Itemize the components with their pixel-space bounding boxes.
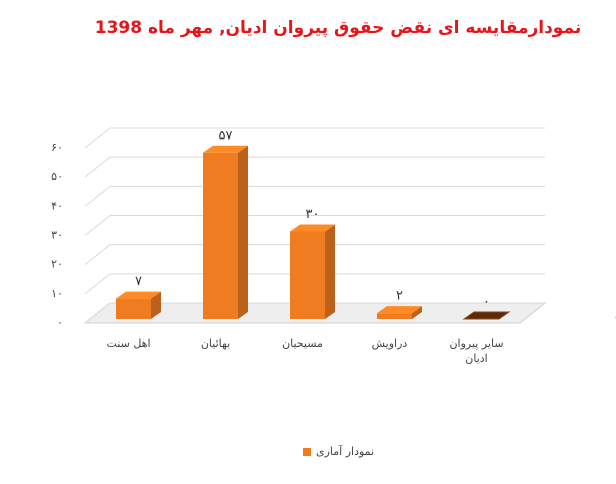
legend-swatch xyxy=(303,448,311,456)
data-label: ۷ xyxy=(135,274,142,289)
bar xyxy=(116,298,151,319)
x-tick-label: بهائیان xyxy=(200,337,231,350)
grid-line-side xyxy=(84,156,111,178)
data-label: ۰ xyxy=(483,295,490,310)
grid-line-side xyxy=(84,185,111,207)
y-tick-label: ۲۰ xyxy=(51,258,63,271)
data-label: ۵۷ xyxy=(219,128,233,143)
bar-top xyxy=(203,145,248,153)
grid-line-side xyxy=(84,244,111,266)
chart-title: نمودارمقایسه ای نقض حقوق پیروان ادیان, م… xyxy=(94,18,582,38)
bar-top xyxy=(462,311,511,320)
bar-top xyxy=(290,224,335,232)
grid-line-side xyxy=(84,127,111,149)
x-tick-label: سایر پیروان ادیان xyxy=(449,337,504,365)
data-label: ۲ xyxy=(396,289,403,304)
bar-side xyxy=(151,291,161,319)
bar xyxy=(377,313,412,319)
grid-line-side xyxy=(84,215,111,236)
x-tick-label: مسیحیان xyxy=(282,337,323,350)
bar-top xyxy=(377,306,422,314)
bar xyxy=(290,231,325,319)
y-tick-label: ۰ xyxy=(57,316,63,329)
grid-line-side xyxy=(84,273,111,295)
y-tick-label: ۴۰ xyxy=(51,199,63,212)
y-tick-label: ۶۰ xyxy=(51,141,63,154)
bar-side xyxy=(325,224,335,319)
bar-side xyxy=(412,306,422,319)
y-tick-label: ۵۰ xyxy=(51,170,63,183)
legend-label: نمودار آماری xyxy=(316,444,374,458)
y-tick-label: ۳۰ xyxy=(51,229,63,242)
grid-line-side xyxy=(84,302,111,324)
y-tick-label: ۱۰ xyxy=(51,287,63,300)
data-label: ۳۰ xyxy=(306,207,320,222)
bar-top xyxy=(116,291,161,299)
bar-side xyxy=(238,145,248,319)
bar xyxy=(203,152,238,319)
x-tick-label: دراویش xyxy=(371,337,408,350)
x-tick-label: اهل سنت xyxy=(106,337,151,350)
